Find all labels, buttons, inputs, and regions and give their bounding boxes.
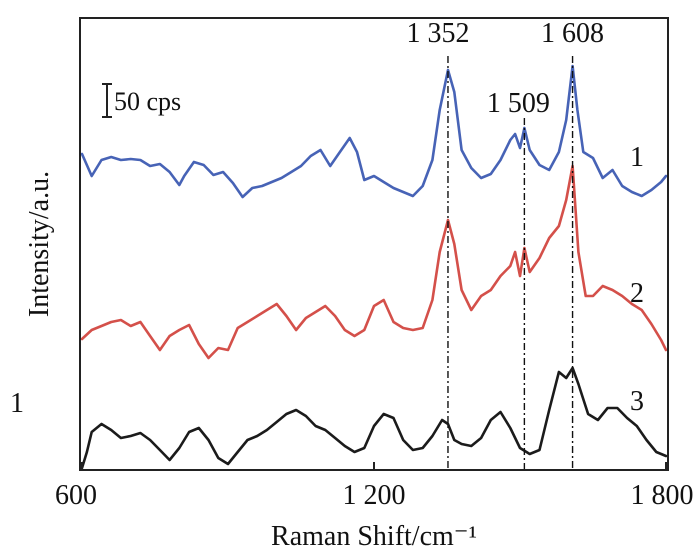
spectrum-line-2 bbox=[82, 166, 666, 358]
x-tick-label-1800: 1 800 bbox=[631, 480, 694, 511]
stray-label: 1 bbox=[10, 388, 24, 419]
series-label-1: 1 bbox=[630, 142, 644, 173]
x-tick-label-1200: 1 200 bbox=[343, 480, 406, 511]
x-tick-label-600: 600 bbox=[55, 480, 97, 511]
spectrum-line-1 bbox=[82, 66, 666, 197]
series-label-3: 3 bbox=[630, 386, 644, 417]
series-label-2: 2 bbox=[630, 278, 644, 309]
scale-bar: 50 cps bbox=[102, 84, 181, 117]
spectrum-traces bbox=[82, 66, 666, 468]
peak-label-1352: 1 352 bbox=[406, 18, 469, 49]
y-axis-label: Intensity/a.u. bbox=[24, 171, 55, 317]
series-labels: 1 2 3 bbox=[630, 142, 644, 417]
spectrum-line-3 bbox=[82, 368, 666, 468]
peak-labels: 1 352 1 509 1 608 bbox=[406, 18, 604, 119]
x-axis-label: Raman Shift/cm⁻¹ bbox=[271, 521, 477, 552]
peak-label-1509: 1 509 bbox=[487, 88, 550, 119]
scale-bar-label: 50 cps bbox=[114, 87, 181, 116]
plot-frame bbox=[80, 18, 668, 470]
peak-label-1608: 1 608 bbox=[541, 18, 604, 49]
